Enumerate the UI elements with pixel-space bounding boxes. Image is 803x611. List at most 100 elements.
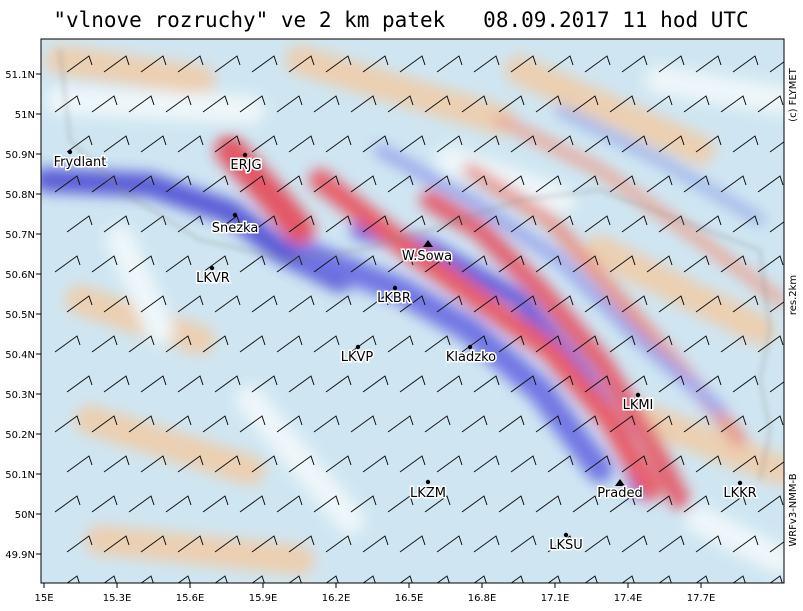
wind-barb [683, 175, 710, 193]
wind-barb [498, 175, 525, 193]
y-tick-label: 50.7N [5, 230, 35, 241]
station-label: LKKR [723, 486, 756, 501]
x-tick-label: 17.7E [687, 593, 716, 604]
wind-barb [720, 175, 747, 193]
wind-barb [572, 495, 599, 513]
wind-barb [103, 375, 130, 393]
wind-barb [461, 495, 488, 513]
wind-barb [584, 215, 611, 233]
wind-barb [288, 55, 315, 73]
station-marker [392, 285, 398, 291]
wind-barb [695, 215, 722, 233]
wind-barb [276, 95, 303, 113]
wind-barb [535, 255, 562, 273]
station-label: Frydlant [54, 155, 107, 170]
wind-barb [547, 375, 574, 393]
wind-barb [621, 295, 648, 313]
wind-barb [362, 55, 389, 73]
wind-barb [165, 415, 192, 433]
wind-barb [350, 95, 377, 113]
wind-barb [584, 135, 611, 153]
wind-barb [683, 495, 710, 513]
wind-barb [769, 461, 784, 473]
station-marker [355, 344, 361, 350]
wind-barb [399, 575, 413, 583]
wind-barb [387, 335, 414, 353]
wind-barb [436, 55, 463, 73]
wind-barb [54, 175, 81, 193]
wind-barb [621, 55, 648, 73]
wind-barb [621, 455, 648, 473]
wind-barb [202, 95, 229, 113]
wind-barb [584, 535, 611, 553]
wind-barb [473, 535, 500, 553]
wind-barb [436, 295, 463, 313]
wind-barb [658, 455, 685, 473]
wind-barb [288, 575, 302, 583]
wind-barb [66, 455, 93, 473]
wind-barb [609, 175, 636, 193]
wind-barb [66, 135, 93, 153]
wind-barb [362, 135, 389, 153]
wind-barb [54, 415, 81, 433]
wind-barb [313, 415, 340, 433]
wind-barb [91, 495, 118, 513]
x-tick-label: 16.8E [468, 593, 497, 604]
wind-barb [325, 535, 352, 553]
wind-barb [510, 535, 537, 553]
wind-barb [399, 135, 426, 153]
station-marker [67, 149, 73, 155]
wind-barb [769, 61, 784, 73]
wind-barb [658, 295, 685, 313]
wind-barb [251, 455, 278, 473]
station-marker [209, 265, 215, 271]
wind-barb [757, 335, 784, 353]
wind-barb [658, 375, 685, 393]
station-label: LKVR [196, 271, 230, 286]
wind-barb [66, 375, 93, 393]
wind-barb [473, 55, 500, 73]
station-label: LKBR [377, 291, 411, 306]
wind-barb [54, 495, 81, 513]
wind-barb [140, 55, 167, 73]
y-tick-label: 49.9N [5, 550, 35, 561]
wind-barb [658, 55, 685, 73]
wind-barb [288, 295, 315, 313]
wind-barb [103, 295, 130, 313]
wind-barb [621, 215, 648, 233]
wind-barb [732, 535, 759, 553]
wind-barb [325, 455, 352, 473]
station-label: Kladzko [446, 350, 496, 365]
side-label: res.2km [788, 275, 799, 315]
wind-barb [140, 455, 167, 473]
map-title: "vlnove rozruchy" ve 2 km patek 08.09.20… [53, 8, 748, 32]
wind-barb [54, 335, 81, 353]
wind-barb [720, 415, 747, 433]
wind-barb [140, 295, 167, 313]
y-tick-label: 50.3N [5, 390, 35, 401]
station-marker [232, 212, 238, 218]
wind-barb [276, 335, 303, 353]
wind-barb [140, 135, 167, 153]
wind-barb [214, 375, 241, 393]
wind-barb [584, 375, 611, 393]
wind-barb [288, 135, 315, 153]
wind-barb [547, 455, 574, 473]
wind-barb [128, 415, 155, 433]
station-label: Praded [597, 486, 642, 501]
wind-barb [91, 415, 118, 433]
wind-barb [362, 575, 376, 583]
wind-barb [313, 175, 340, 193]
wind-barb [584, 55, 611, 73]
wind-barb [621, 135, 648, 153]
wind-barb [165, 495, 192, 513]
wind-barb [646, 255, 673, 273]
wind-barb [387, 255, 414, 273]
wind-barb [214, 215, 241, 233]
wind-barb [757, 95, 784, 113]
station-label: LKSU [549, 538, 583, 553]
x-tick-label: 15.3E [103, 593, 132, 604]
wind-barb [103, 575, 117, 583]
wind-barb [473, 135, 500, 153]
wind-barb [251, 575, 265, 583]
